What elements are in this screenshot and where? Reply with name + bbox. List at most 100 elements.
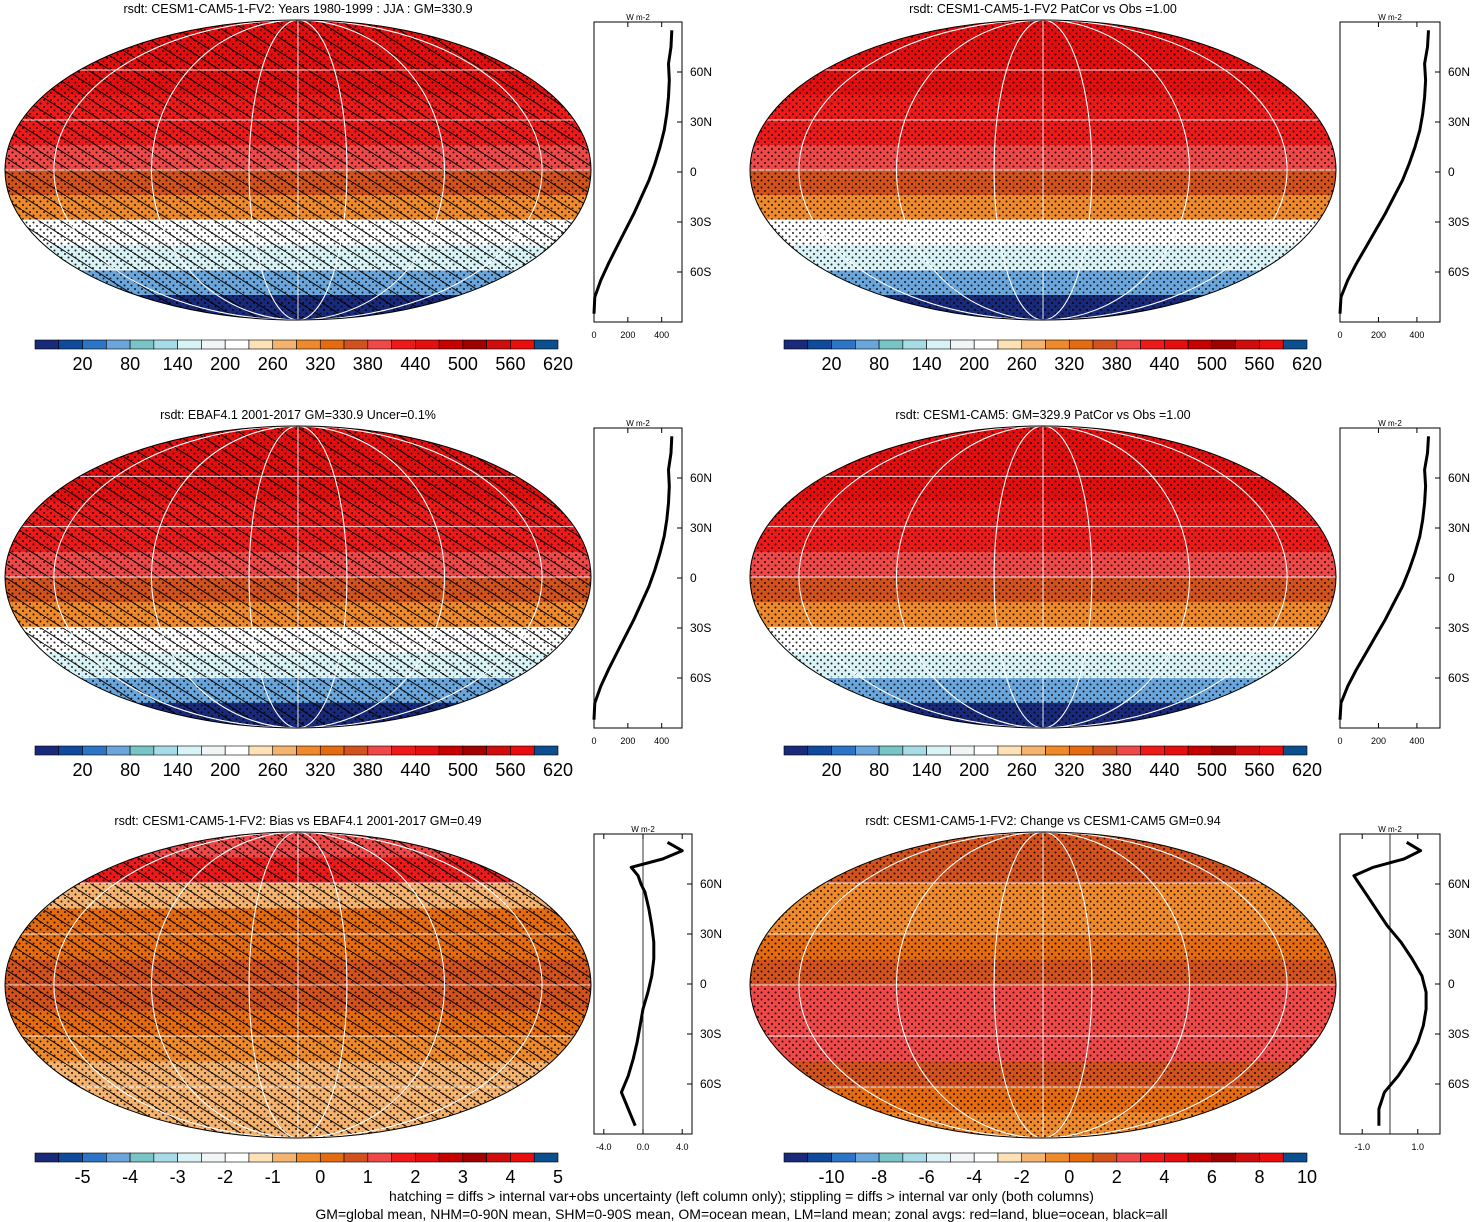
y-tick-label: 60S	[690, 671, 711, 685]
colorbar-cell	[129, 745, 155, 756]
colorbar-label: 560	[495, 760, 525, 780]
colorbar-cell	[58, 1152, 83, 1163]
x-tick-label: 200	[620, 330, 635, 340]
colorbar-cell	[367, 1152, 392, 1163]
y-tick-label: 0	[1448, 165, 1455, 179]
y-tick-label: 60S	[1448, 671, 1469, 685]
map-title: rsdt: EBAF4.1 2001-2017 GM=330.9 Uncer=0…	[160, 408, 436, 422]
colorbar-cell	[1187, 1152, 1213, 1163]
profile-frame	[593, 427, 683, 729]
colorbar-cell	[248, 1152, 274, 1163]
colorbar-cell	[878, 745, 904, 756]
colorbar-label: 140	[163, 354, 193, 374]
colorbar-cell	[1092, 745, 1118, 756]
colorbar-label: 200	[210, 760, 240, 780]
map-field	[750, 20, 1336, 320]
colorbar-cell	[82, 1152, 107, 1163]
colorbar-label: 440	[400, 354, 430, 374]
colorbar-cell	[973, 745, 999, 756]
colorbar-cell	[34, 339, 60, 350]
colorbar-cell	[177, 1152, 202, 1163]
profile-line-all	[619, 840, 684, 1127]
colorbar-cell	[1211, 745, 1236, 756]
profile-frame	[593, 21, 683, 323]
colorbar-cell	[510, 745, 535, 756]
colorbar-cell	[58, 339, 83, 350]
panel-4: rsdt: CESM1-CAM5: GM=329.9 PatCor vs Obs…	[749, 408, 1470, 780]
profile-line-all	[1352, 841, 1428, 1126]
zonal-profile: W m-2 0 200 400 60N 30N 0 30S 60S	[1337, 419, 1470, 746]
colorbar-cell	[1259, 745, 1284, 756]
map-title: rsdt: CESM1-CAM5-1-FV2: Bias vs EBAF4.1 …	[114, 814, 481, 828]
colorbar-label: 320	[305, 760, 335, 780]
colorbar: 20 80 140 200 260 320 380 440 500 560 620	[783, 745, 1322, 780]
x-tick-label: 1.0	[1412, 1142, 1425, 1152]
colorbar: 20 80 140 200 260 320 380 440 500 560 620	[34, 339, 573, 374]
x-tick-label: 4.0	[676, 1142, 689, 1152]
colorbar-label: -4	[122, 1167, 138, 1187]
zonal-profile: W m-2 0 200 400 60N 30N 0 30S 60S	[1337, 13, 1470, 340]
colorbar-cell	[296, 745, 321, 756]
y-tick-label: 60N	[1448, 877, 1470, 891]
colorbar-cell	[248, 745, 274, 756]
colorbar-cell	[1068, 745, 1094, 756]
profile-unit-label: W m-2	[631, 825, 655, 834]
colorbar-cell	[391, 745, 416, 756]
colorbar-label: 620	[543, 760, 573, 780]
colorbar-cell	[1116, 1152, 1141, 1163]
y-tick-label: 30S	[1448, 621, 1469, 635]
colorbar-label: 380	[353, 354, 383, 374]
y-tick-label: 30S	[1448, 1027, 1469, 1041]
colorbar-cell	[878, 339, 904, 350]
map-outline	[4, 425, 592, 729]
colorbar-cell	[106, 339, 131, 350]
colorbar-cell	[272, 745, 297, 756]
colorbar-cell	[34, 745, 60, 756]
map-field	[5, 832, 591, 1138]
meridian	[896, 20, 1190, 320]
meridian	[798, 20, 1288, 320]
colorbar-cell	[831, 339, 856, 350]
colorbar-label: 140	[163, 760, 193, 780]
colorbar-label: 500	[448, 760, 478, 780]
colorbar: 20 80 140 200 260 320 380 440 500 560 620	[783, 339, 1322, 374]
colorbar-cell	[1068, 339, 1094, 350]
colorbar-label: 440	[1149, 760, 1179, 780]
colorbar-cell	[997, 339, 1023, 350]
x-tick-label: 200	[1371, 736, 1386, 746]
profile-unit-label: W m-2	[1378, 13, 1402, 22]
colorbar-cell	[462, 745, 487, 756]
colorbar-label: 200	[959, 760, 989, 780]
map-title: rsdt: CESM1-CAM5: GM=329.9 PatCor vs Obs…	[895, 408, 1190, 422]
colorbar-cell	[486, 1152, 511, 1163]
colorbar-label: 20	[822, 354, 842, 374]
colorbar-cell	[367, 745, 392, 756]
map-field	[750, 832, 1336, 1138]
colorbar-label: 80	[869, 354, 889, 374]
colorbar-cell	[224, 339, 250, 350]
x-tick-label: 200	[620, 736, 635, 746]
colorbar-cell	[296, 339, 321, 350]
colorbar-label: 140	[912, 354, 942, 374]
colorbar-cell	[997, 1152, 1023, 1163]
colorbar: -10 -8 -6 -4 -2 0 2 4 6 8 10	[783, 1152, 1317, 1187]
colorbar: 20 80 140 200 260 320 380 440 500 560 620	[34, 745, 573, 780]
colorbar-label: 620	[543, 354, 573, 374]
y-tick-label: 30N	[700, 927, 722, 941]
colorbar-cell	[296, 1152, 321, 1163]
colorbar-label: -4	[966, 1167, 982, 1187]
x-tick-label: 400	[1409, 330, 1424, 340]
zonal-profile: W m-2 0 200 400 60N 30N 0 30S 60S	[591, 419, 712, 746]
y-tick-label: 60N	[1448, 65, 1470, 79]
meridian	[248, 832, 348, 1138]
panel-6: rsdt: CESM1-CAM5-1-FV2: Change vs CESM1-…	[749, 814, 1470, 1187]
footnote-hatching: hatching = diffs > internal var+obs unce…	[389, 1188, 1094, 1204]
colorbar-label: 80	[869, 760, 889, 780]
colorbar-label: 6	[1207, 1167, 1217, 1187]
y-tick-label: 60N	[690, 65, 712, 79]
colorbar-cell	[201, 339, 226, 350]
colorbar-cell	[902, 745, 927, 756]
zonal-profile: W m-2 -4.0 0.0 4.0 60N 30N 0 30S 60S	[593, 825, 722, 1152]
colorbar-label: -3	[170, 1167, 186, 1187]
colorbar-cell	[510, 339, 535, 350]
